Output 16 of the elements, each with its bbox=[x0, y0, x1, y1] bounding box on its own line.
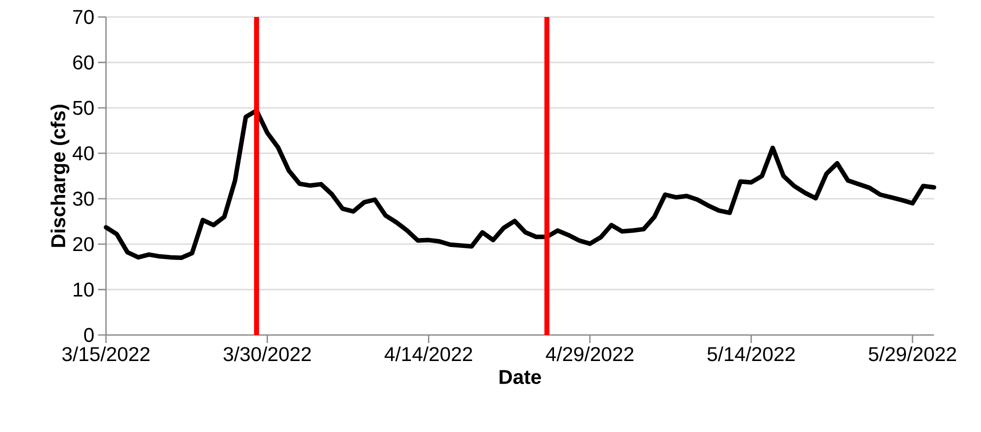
y-axis-title: Discharge (cfs) bbox=[50, 104, 70, 247]
x-tick-label: 4/14/2022 bbox=[384, 346, 472, 362]
y-tick-label: 30 bbox=[72, 192, 94, 206]
x-tick-label: 3/30/2022 bbox=[224, 346, 311, 362]
y-tick-label: 0 bbox=[84, 328, 94, 342]
x-tick-label: 3/15/2022 bbox=[62, 346, 150, 362]
y-tick-label: 50 bbox=[73, 100, 94, 115]
x-axis-title: Date bbox=[500, 370, 541, 384]
x-tick-label: 5/29/2022 bbox=[868, 346, 956, 362]
y-tick-label: 60 bbox=[73, 55, 94, 70]
x-tick-label: 4/29/2022 bbox=[546, 346, 634, 362]
y-tick-label: 20 bbox=[73, 237, 94, 252]
x-tick-label: 5/14/2022 bbox=[708, 346, 795, 362]
y-tick-label: 40 bbox=[72, 146, 94, 160]
y-tick-label: 10 bbox=[74, 282, 94, 297]
y-tick-label: 70 bbox=[73, 10, 94, 24]
